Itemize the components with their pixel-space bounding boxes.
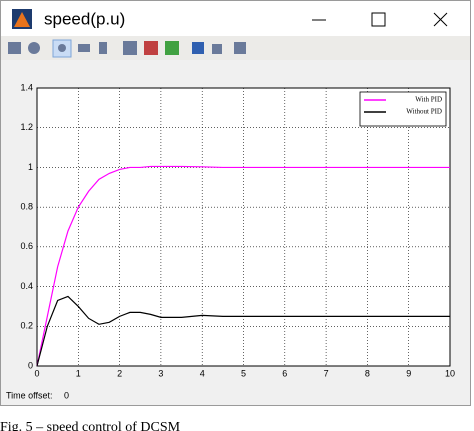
x-tick-label: 3	[158, 368, 163, 378]
x-tick-label: 9	[406, 368, 411, 378]
x-tick-label: 8	[365, 368, 370, 378]
y-tick-label: 0	[28, 360, 33, 370]
toolbar-icons[interactable]	[8, 39, 246, 58]
app-icon-glyph	[14, 12, 30, 27]
x-tick-label: 0	[34, 368, 39, 378]
y-tick-label: 0.4	[20, 281, 33, 291]
x-tick-label: 5	[241, 368, 246, 378]
maximize-button[interactable]	[371, 12, 386, 27]
x-tick-label: 10	[445, 368, 455, 378]
x-tick-label: 1	[76, 368, 81, 378]
window-title: speed(p.u)	[44, 9, 125, 28]
legend-box	[359, 91, 447, 127]
x-tick-label: 6	[282, 368, 287, 378]
y-tick-label: 1	[28, 162, 33, 172]
figure-caption: Fig. 5 – speed control of DCSM	[0, 420, 181, 431]
legend-label: Without PID	[406, 108, 442, 116]
series-line	[36, 165, 450, 367]
y-tick-label: 1.4	[20, 82, 33, 92]
status-value: 0	[64, 390, 69, 400]
y-tick-label: 0.2	[20, 321, 33, 331]
y-tick-label: 0.8	[20, 202, 33, 212]
x-tick-label: 7	[324, 368, 329, 378]
close-button[interactable]	[433, 12, 448, 27]
y-tick-label: 0.6	[20, 241, 33, 251]
x-tick-label: 2	[117, 368, 122, 378]
title-bar	[1, 1, 470, 36]
y-tick-label: 1.2	[20, 122, 33, 132]
series-line	[36, 295, 450, 367]
legend-label: With PID	[415, 96, 442, 104]
status-label: Time offset:	[6, 390, 53, 400]
x-tick-label: 4	[200, 368, 205, 378]
page-background	[0, 406, 474, 431]
